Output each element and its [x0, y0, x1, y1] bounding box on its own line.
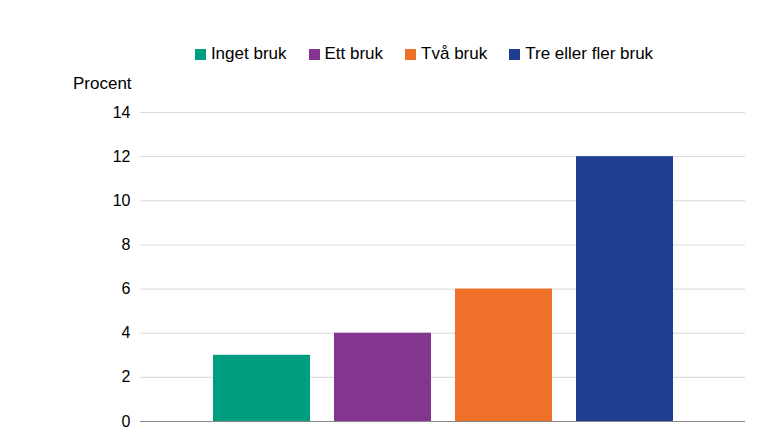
- svg-text:12: 12: [113, 148, 131, 165]
- svg-text:8: 8: [122, 236, 131, 253]
- svg-text:0: 0: [122, 413, 131, 430]
- svg-text:2: 2: [122, 368, 131, 385]
- svg-text:14: 14: [113, 104, 131, 121]
- html-text:Två bruk: Två bruk: [421, 44, 488, 63]
- svg-text:4: 4: [122, 324, 131, 341]
- svg-text:6: 6: [122, 280, 131, 297]
- html-text:Tre eller fler bruk: Tre eller fler bruk: [525, 44, 654, 63]
- html-text:Inget bruk: Inget bruk: [210, 44, 287, 63]
- svg-text:10: 10: [113, 192, 131, 209]
- html-text:Procent: Procent: [73, 74, 132, 93]
- html-text:Ett bruk: Ett bruk: [324, 44, 384, 63]
